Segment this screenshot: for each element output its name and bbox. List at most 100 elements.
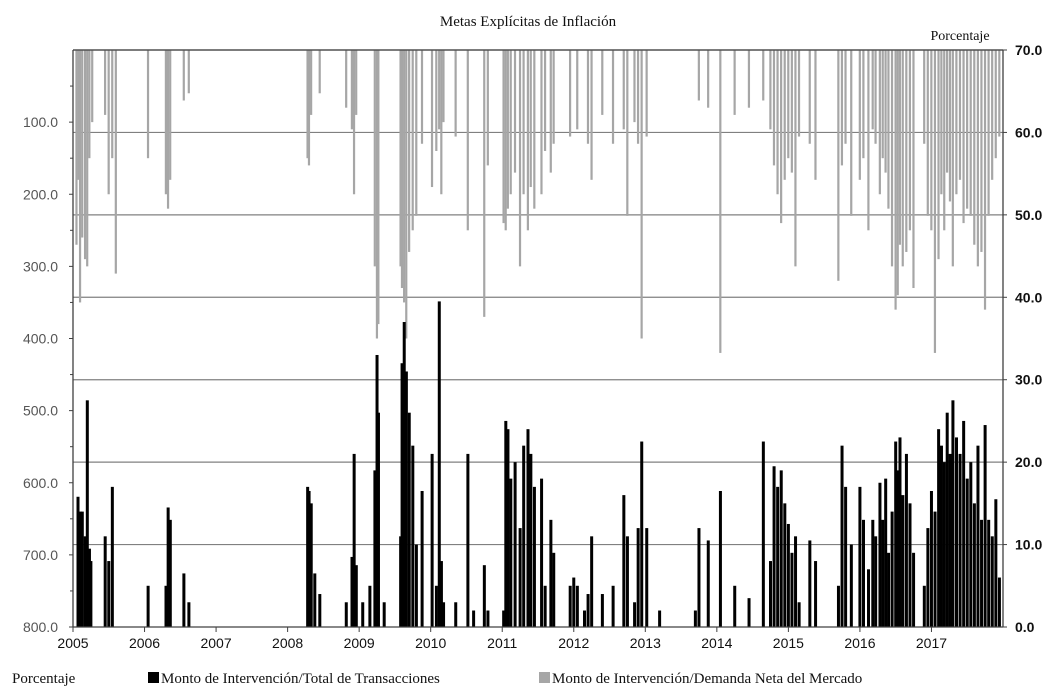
bar-total-transacciones-44 [454,602,458,627]
bar-demanda-neta-7 [91,50,94,123]
x-axis-ticks: 2005 2006 2007 2008 2009 2010 2011 2012 2013 2014… [57,627,947,651]
bar-total-transacciones-54 [518,528,522,627]
bar-demanda-neta-102 [890,50,894,267]
x-tick-label-7: 2012 [558,635,589,651]
bar-total-transacciones-15 [187,602,191,627]
left-tick-label-2: 300.0 [23,258,58,274]
bar-total-transacciones-37 [414,544,418,627]
bar-demanda-neta-3 [81,50,84,238]
bar-total-transacciones-115 [908,503,912,627]
bar-total-transacciones-69 [600,594,604,627]
bar-demanda-neta-49 [509,50,512,195]
bar-demanda-neta-17 [187,50,190,94]
bar-total-transacciones-113 [901,495,905,627]
bar-demanda-neta-50 [513,50,517,173]
bar-demanda-neta-126 [976,50,979,267]
bar-demanda-neta-60 [568,50,572,137]
bar-demanda-neta-108 [908,50,911,231]
bar-total-transacciones-95 [814,561,818,627]
bar-total-transacciones-70 [611,585,615,627]
bar-demanda-neta-36 [420,50,424,144]
bar-demanda-neta-68 [633,50,636,123]
bar-total-transacciones-139 [997,577,1001,627]
bar-total-transacciones-34 [404,371,408,627]
bar-total-transacciones-82 [733,585,737,627]
left-tick-label-3: 400.0 [23,331,58,347]
right-tick-label-4: 40.0 [1015,289,1042,305]
bar-demanda-neta-100 [884,50,887,173]
bar-demanda-neta-80 [776,50,779,195]
bar-total-transacciones-35 [407,412,411,627]
bar-demanda-neta-93 [858,50,861,180]
bar-demanda-neta-18 [306,50,309,159]
left-tick-label-4: 500.0 [23,403,58,419]
bar-total-transacciones-3 [83,536,87,627]
bar-total-transacciones-107 [884,478,888,627]
bar-total-transacciones-98 [844,486,848,627]
bar-total-transacciones-129 [962,420,966,627]
bar-demanda-neta-121 [958,50,962,180]
bar-demanda-neta-105 [898,50,901,245]
bar-total-transacciones-47 [482,565,486,627]
left-tick-label-0: 100.0 [23,114,58,130]
bar-total-transacciones-134 [980,519,984,627]
bar-demanda-neta-11 [114,50,117,274]
bar-demanda-neta-101 [887,50,890,209]
bar-total-transacciones-26 [368,585,372,627]
bar-total-transacciones-92 [794,536,798,627]
bar-total-transacciones-23 [352,453,356,627]
bar-total-transacciones-14 [182,573,186,627]
bar-total-transacciones-22 [350,556,354,627]
bar-total-transacciones-65 [575,585,579,627]
bar-total-transacciones-29 [376,412,380,627]
bar-demanda-neta-91 [844,50,847,144]
bar-total-transacciones-46 [472,610,476,627]
bar-total-transacciones-89 [783,503,787,627]
bar-demanda-neta-106 [901,50,904,267]
bar-demanda-neta-129 [987,50,990,216]
bar-demanda-neta-27 [375,50,379,339]
right-tick-label-3: 30.0 [1015,372,1042,388]
bar-total-transacciones-63 [568,585,572,627]
bar-total-transacciones-99 [849,544,853,627]
bar-total-transacciones-12 [166,507,170,627]
series-demanda-neta-bars [75,50,1001,353]
bar-demanda-neta-111 [926,50,929,216]
bar-total-transacciones-68 [590,536,594,627]
x-tick-label-3: 2008 [272,635,303,651]
bar-demanda-neta-34 [411,50,414,231]
bar-total-transacciones-24 [354,565,358,627]
bar-demanda-neta-9 [107,50,110,195]
bar-demanda-neta-12 [146,50,150,159]
bar-demanda-neta-44 [483,50,486,317]
bar-total-transacciones-78 [693,610,697,627]
bar-total-transacciones-121 [937,429,941,627]
bar-demanda-neta-31 [403,50,406,303]
bar-total-transacciones-87 [776,486,780,627]
bar-demanda-neta-127 [980,50,983,252]
bar-total-transacciones-8 [107,561,111,627]
bar-total-transacciones-58 [532,486,536,627]
bar-demanda-neta-73 [707,50,710,108]
bar-total-transacciones-137 [990,536,994,627]
bar-total-transacciones-112 [898,437,902,627]
bar-total-transacciones-2 [80,511,84,627]
bar-total-transacciones-132 [972,503,976,627]
bar-total-transacciones-4 [85,400,89,627]
bar-total-transacciones-124 [945,412,949,627]
bar-demanda-neta-61 [576,50,579,130]
bar-total-transacciones-21 [344,602,348,627]
bar-total-transacciones-133 [976,445,980,627]
bar-demanda-neta-13 [164,50,167,195]
bar-demanda-neta-28 [377,50,380,325]
bar-demanda-neta-23 [350,50,353,130]
bar-total-transacciones-67 [586,594,590,627]
bar-demanda-neta-83 [787,50,790,159]
bar-total-transacciones-81 [718,490,722,627]
bar-demanda-neta-22 [345,50,348,108]
bar-demanda-neta-40 [440,50,443,195]
legend-label-demanda-neta: Monto de Intervención/Demanda Neta del M… [552,671,862,687]
bar-total-transacciones-116 [912,552,916,627]
bar-total-transacciones-33 [402,322,406,627]
bar-demanda-neta-41 [442,50,445,123]
